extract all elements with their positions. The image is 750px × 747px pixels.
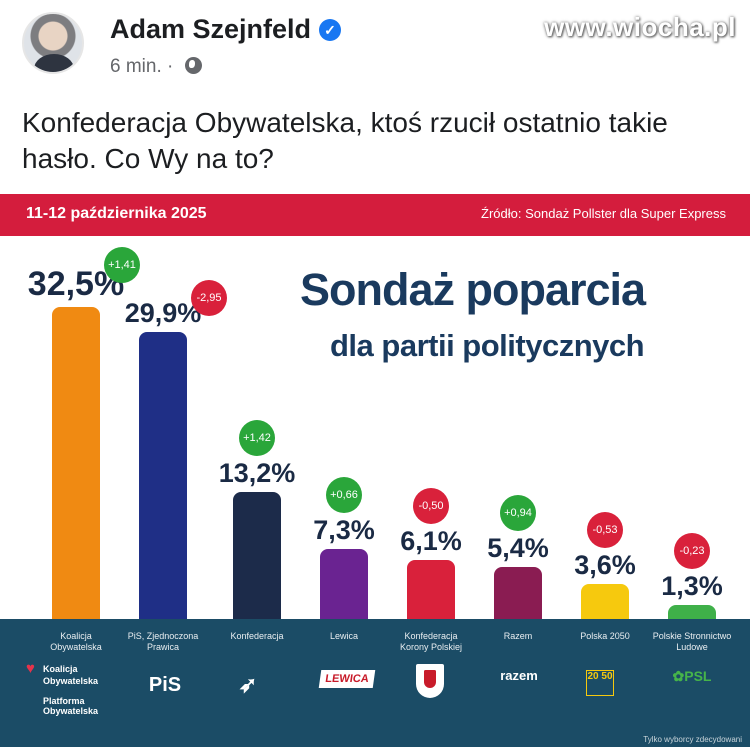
party-label-2: PiS, Zjednoczona Prawica <box>113 631 213 653</box>
author-name[interactable]: Adam Szejnfeld ✓ <box>110 14 342 45</box>
pis-logo: PiS <box>148 674 182 696</box>
poll-graphic[interactable]: 11-12 października 2025 Źródło: Sondaż P… <box>0 194 750 747</box>
value-label-6: 5,4% <box>487 533 549 564</box>
party-label-2-line-2: Prawica <box>146 642 179 652</box>
value-label-4: 7,3% <box>313 514 375 545</box>
poll-source: Źródło: Sondaż Pollster dla Super Expres… <box>481 206 726 221</box>
post-text: Konfederacja Obywatelska, ktoś rzucił os… <box>22 107 668 174</box>
ko-logo: ♥ Koalicja Obywatelska Platforma Obywatel… <box>26 660 136 716</box>
party-label-1: Koalicja Obywatelska <box>26 631 126 653</box>
party-label-7-line-1: Polska 2050 <box>580 631 630 641</box>
watermark: www.wiocha.pl <box>544 12 736 42</box>
change-badge-7: -0,53 <box>587 512 623 549</box>
ko-logo-line1: Koalicja <box>43 664 78 674</box>
globe-icon <box>184 57 202 74</box>
change-badge-8: -0,23 <box>674 533 710 569</box>
heart-icon: ♥ <box>26 660 35 677</box>
party-label-8-line-2: Ludowe <box>676 642 708 652</box>
bar-7 <box>581 584 629 619</box>
party-label-5: Konfederacja Korony Polskiej <box>381 631 481 653</box>
change-badge-3: +1,42 <box>239 420 275 457</box>
party-label-8: Polskie Stronnictwo Ludowe <box>642 631 742 653</box>
post-meta: 6 min. · <box>110 56 202 78</box>
polska-2050-logo: 20 50 <box>586 670 614 696</box>
bar-4 <box>320 548 368 619</box>
poll-disclaimer: Tylko wyborcy zdecydowani <box>643 735 742 744</box>
bar-3 <box>233 492 281 619</box>
meta-separator: · <box>167 56 174 77</box>
ko-logo-line2: Obywatelska <box>43 676 99 686</box>
po-logo-line1: Platforma <box>43 696 85 706</box>
change-badge-6: +0,94 <box>500 495 536 532</box>
bar-1 <box>52 307 100 619</box>
party-label-3-line-1: Konfederacja <box>230 631 284 641</box>
lewica-logo: LEWICA <box>318 670 376 688</box>
razem-logo: razem <box>500 668 538 683</box>
poll-title: Sondaż poparcia <box>300 264 646 315</box>
konfederacja-logo-icon: ➶ <box>238 672 258 697</box>
change-badge-2: -2,95 <box>191 279 227 316</box>
party-label-7: Polska 2050 <box>555 631 655 642</box>
bar-2 <box>139 331 187 619</box>
party-label-4: Lewica <box>294 631 394 642</box>
party-label-2-line-1: PiS, Zjednoczona <box>127 631 199 641</box>
verified-badge-icon: ✓ <box>319 19 342 41</box>
party-label-3: Konfederacja <box>207 631 307 642</box>
value-label-3: 13,2% <box>218 458 296 489</box>
party-label-4-line-1: Lewica <box>329 631 358 641</box>
change-badge-4: +0,66 <box>326 476 362 513</box>
change-badge-1: +1,41 <box>104 247 140 283</box>
bar-6 <box>494 567 542 619</box>
poll-date: 11-12 października 2025 <box>26 205 207 222</box>
po-logo-line2: Obywatelska <box>43 706 99 716</box>
party-label-5-line-1: Konfederacja <box>404 631 458 641</box>
author-name-text[interactable]: Adam Szejnfeld <box>110 14 312 44</box>
poll-topbar: 11-12 października 2025 Źródło: Sondaż P… <box>0 194 750 236</box>
party-label-5-line-2: Korony Polskiej <box>399 642 463 652</box>
bar-5 <box>407 560 455 619</box>
value-label-2: 29,9% <box>124 297 202 328</box>
post-time[interactable]: 6 min. <box>110 56 162 77</box>
kkp-shield-icon <box>416 664 444 698</box>
chart-footer: Tylko wyborcy zdecydowani <box>0 619 750 747</box>
party-label-8-line-1: Polskie Stronnictwo <box>652 631 732 641</box>
party-label-1-line-1: Koalicja <box>60 631 92 641</box>
change-badge-5: -0,50 <box>413 488 449 525</box>
value-label-7: 3,6% <box>574 550 636 581</box>
bar-8 <box>668 605 716 619</box>
party-label-6: Razem <box>468 631 568 642</box>
party-label-6-line-1: Razem <box>503 631 533 641</box>
party-label-1-line-2: Obywatelska <box>50 642 102 652</box>
value-label-5: 6,1% <box>400 526 462 557</box>
post-header: Adam Szejnfeld ✓ 6 min. · www.wiocha.pl <box>0 0 750 95</box>
value-label-8: 1,3% <box>661 571 723 601</box>
author-avatar[interactable] <box>22 12 84 74</box>
psl-logo: ✿PSL <box>672 668 712 684</box>
poll-subtitle: dla partii politycznych <box>330 328 645 363</box>
